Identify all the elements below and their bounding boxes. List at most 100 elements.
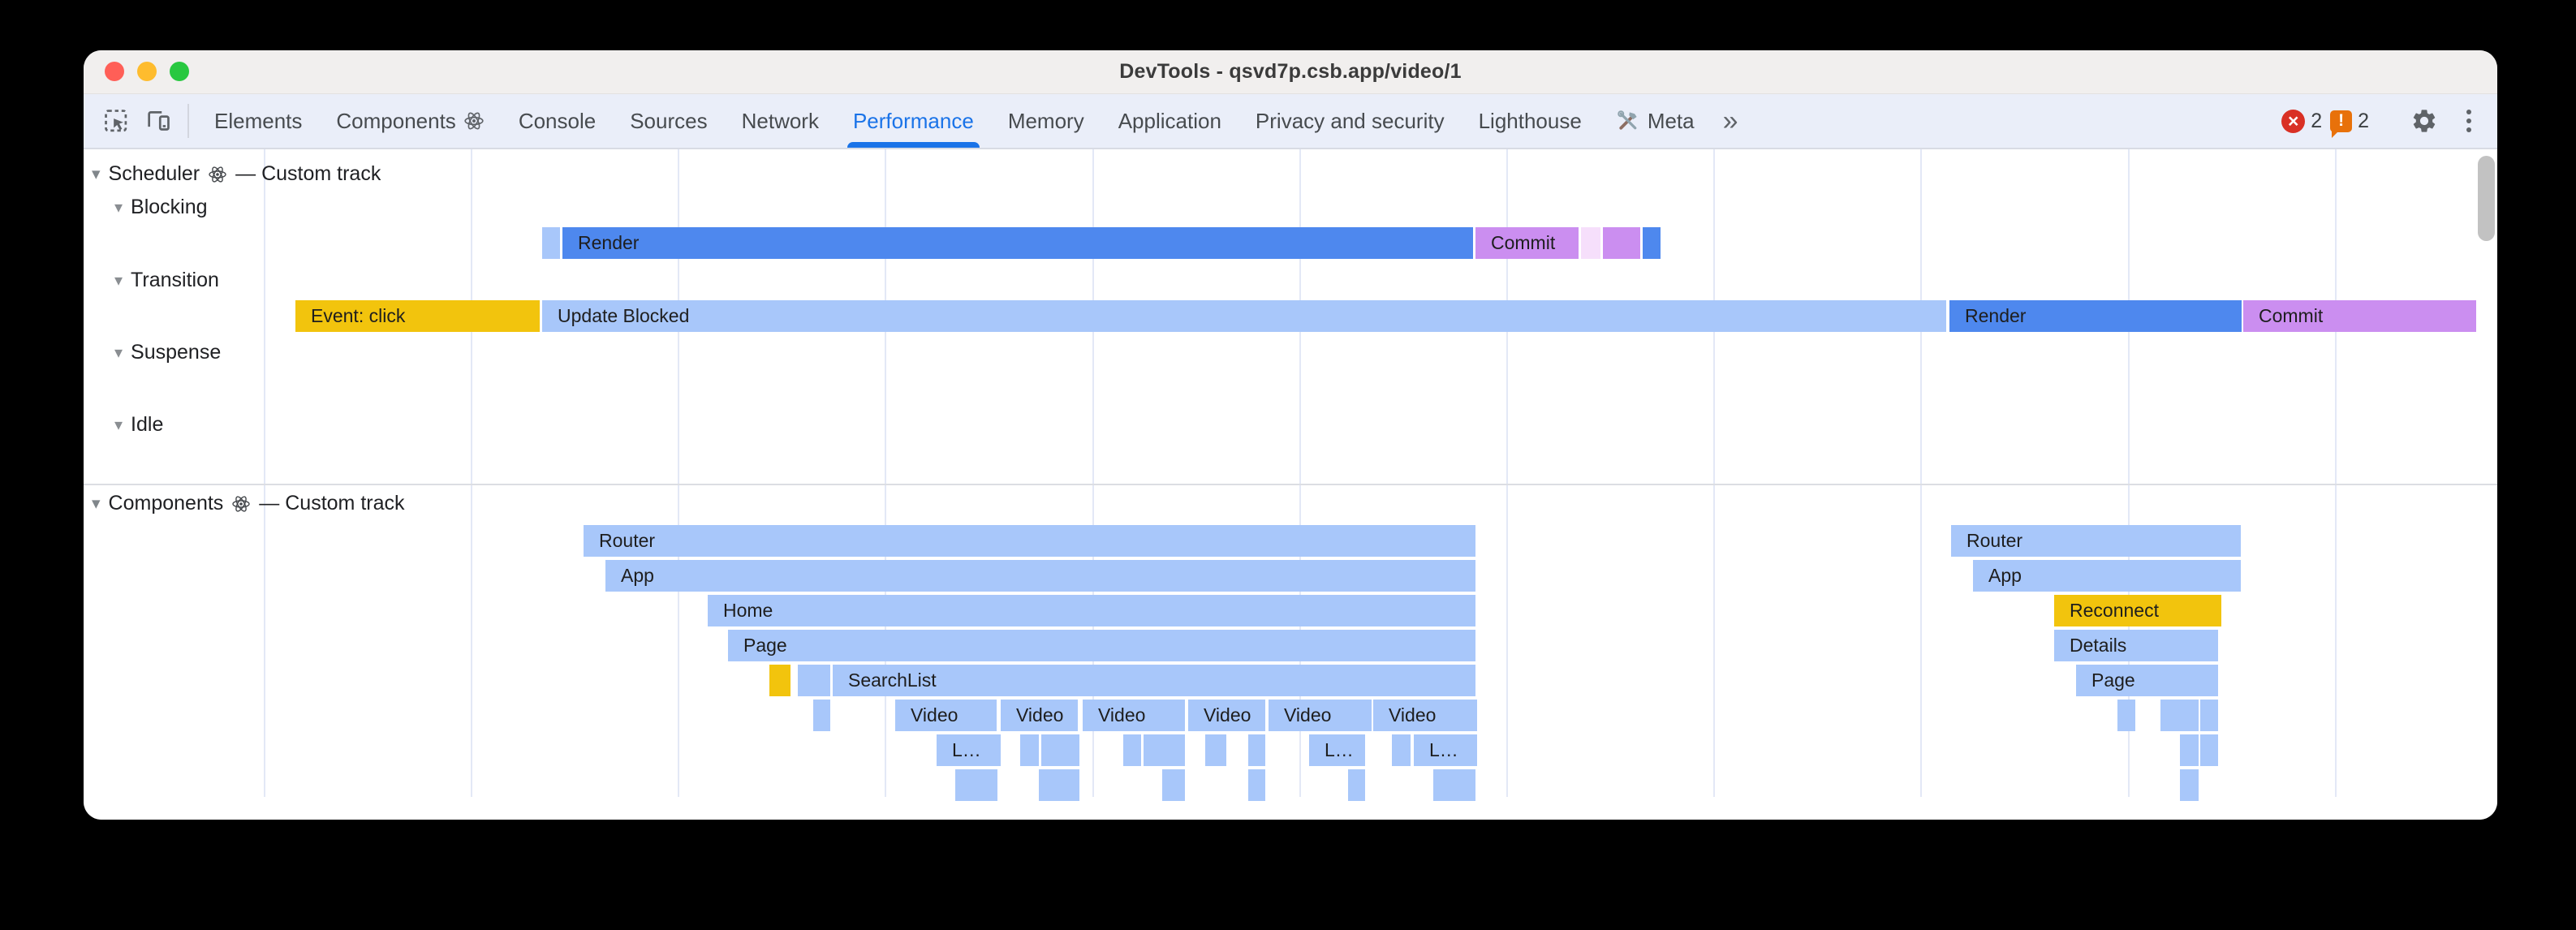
track-separator — [84, 484, 2497, 485]
tab-label: Sources — [630, 108, 708, 133]
flame-bar-l[interactable]: L… — [937, 734, 1001, 766]
flame-bar[interactable] — [1144, 734, 1185, 766]
track-suffix: — Custom track — [259, 492, 405, 515]
flame-bar[interactable] — [1248, 769, 1265, 801]
flame-bar[interactable] — [2160, 700, 2199, 731]
flame-bar-video[interactable]: Video — [1269, 700, 1372, 731]
error-badge[interactable]: × 2 — [2281, 109, 2322, 133]
flame-bar[interactable] — [1603, 227, 1640, 259]
tab-performance[interactable]: Performance — [836, 94, 991, 148]
flame-bar-commit[interactable]: Commit — [1475, 227, 1579, 259]
flame-bar[interactable] — [542, 227, 560, 259]
flame-bar-router[interactable]: Router — [584, 525, 1475, 557]
flame-bar-page[interactable]: Page — [728, 630, 1475, 661]
flame-bar[interactable] — [1123, 734, 1141, 766]
minimize-button[interactable] — [137, 62, 157, 81]
tab-console[interactable]: Console — [502, 94, 613, 148]
device-toolbar-button[interactable] — [137, 94, 179, 148]
flame-bar-commit[interactable]: Commit — [2243, 300, 2476, 332]
timeline-gridline — [1299, 149, 1301, 797]
flame-bar-video[interactable]: Video — [895, 700, 997, 731]
flame-bar-video[interactable]: Video — [1373, 700, 1477, 731]
lane-suspense[interactable]: ▾ Suspense — [114, 341, 221, 364]
tab-memory[interactable]: Memory — [991, 94, 1101, 148]
flame-bar-l[interactable]: L… — [1414, 734, 1477, 766]
react-atom-icon — [209, 166, 226, 183]
timeline-gridline — [1713, 149, 1715, 797]
tab-sources[interactable]: Sources — [613, 94, 724, 148]
lane-label: Transition — [131, 269, 219, 291]
flame-bar[interactable] — [1392, 734, 1411, 766]
tab-network[interactable]: Network — [725, 94, 836, 148]
tab-application[interactable]: Application — [1101, 94, 1238, 148]
flame-bar[interactable] — [1020, 734, 1039, 766]
close-button[interactable] — [105, 62, 124, 81]
flame-bar-video[interactable]: Video — [1188, 700, 1265, 731]
warning-badge[interactable]: ! 2 — [2330, 110, 2369, 138]
flame-bar[interactable] — [798, 665, 830, 696]
flame-bar[interactable] — [1433, 769, 1475, 801]
flame-bar[interactable] — [769, 665, 790, 696]
flame-bar[interactable] — [2200, 734, 2218, 766]
track-header-components[interactable]: ▾ Components — Custom track — [92, 492, 405, 515]
flame-bar[interactable] — [1348, 769, 1365, 801]
flame-bar[interactable] — [2180, 734, 2199, 766]
performance-flame-panel: ▾ Blocking ▾ Transition ▾ Suspense ▾ Idle Render… — [84, 149, 2497, 820]
flame-bar[interactable] — [1205, 734, 1226, 766]
flame-bar[interactable] — [813, 700, 830, 731]
flame-bar-page[interactable]: Page — [2076, 665, 2218, 696]
flame-bar[interactable] — [2117, 700, 2135, 731]
react-atom-icon — [232, 495, 250, 512]
flame-bar-event-click[interactable]: Event: click — [295, 300, 540, 332]
zoom-button[interactable] — [170, 62, 189, 81]
error-icon: × — [2281, 109, 2306, 133]
flame-bar-router[interactable]: Router — [1951, 525, 2241, 557]
flame-bar-render[interactable]: Render — [562, 227, 1473, 259]
flame-bar-video[interactable]: Video — [1083, 700, 1185, 731]
flame-bar-app[interactable]: App — [605, 560, 1475, 592]
collapse-triangle-icon: ▾ — [114, 416, 123, 434]
gear-icon — [2413, 110, 2436, 132]
devtools-toolbar: Elements Components Console Sources Network P… — [84, 94, 2497, 149]
tab-label: Console — [518, 108, 597, 133]
timeline-gridline — [1092, 149, 1094, 797]
menu-button[interactable] — [2453, 110, 2484, 132]
flame-bar-app[interactable]: App — [1973, 560, 2241, 592]
flame-bar-searchlist[interactable]: SearchList — [833, 665, 1475, 696]
flame-bar-l[interactable]: L… — [1309, 734, 1365, 766]
flame-bar[interactable] — [1162, 769, 1185, 801]
inspect-element-button[interactable] — [95, 94, 137, 148]
tab-lighthouse[interactable]: Lighthouse — [1462, 94, 1599, 148]
flame-bar[interactable] — [955, 769, 997, 801]
lane-label: Suspense — [131, 341, 222, 364]
flame-bar-home[interactable]: Home — [708, 595, 1475, 626]
tab-elements[interactable]: Elements — [197, 94, 319, 148]
title-bar: DevTools - qsvd7p.csb.app/video/1 — [84, 50, 2497, 94]
toolbar-right-cluster: × 2 ! 2 — [2281, 94, 2489, 148]
vertical-scrollbar[interactable] — [2478, 156, 2495, 241]
flame-bar-render[interactable]: Render — [1949, 300, 2242, 332]
track-suffix: — Custom track — [235, 162, 381, 185]
flame-bar[interactable] — [1581, 227, 1600, 259]
window-title: DevTools - qsvd7p.csb.app/video/1 — [1119, 60, 1462, 83]
flame-bar-reconnect[interactable]: Reconnect — [2054, 595, 2221, 626]
flame-bar[interactable] — [1248, 734, 1265, 766]
flame-bar[interactable] — [1039, 769, 1079, 801]
lane-idle[interactable]: ▾ Idle — [114, 413, 163, 437]
flame-bar[interactable] — [1643, 227, 1661, 259]
flame-bar-video[interactable]: Video — [1001, 700, 1078, 731]
tab-components[interactable]: Components — [319, 94, 501, 148]
flame-bar[interactable] — [2180, 769, 2199, 801]
tab-meta[interactable]: Meta — [1599, 94, 1712, 148]
track-header-scheduler[interactable]: ▾ Scheduler — Custom track — [92, 162, 381, 186]
lane-transition[interactable]: ▾ Transition — [114, 269, 219, 292]
settings-button[interactable] — [2403, 107, 2445, 135]
flame-bar[interactable] — [2200, 700, 2218, 731]
tab-privacy-and-security[interactable]: Privacy and security — [1238, 94, 1462, 148]
flame-bar-update-blocked[interactable]: Update Blocked — [542, 300, 1946, 332]
timeline-gridline — [471, 149, 472, 797]
flame-bar-details[interactable]: Details — [2054, 630, 2218, 661]
flame-bar[interactable] — [1041, 734, 1079, 766]
lane-blocking[interactable]: ▾ Blocking — [114, 196, 208, 219]
more-tabs-button[interactable]: » — [1722, 105, 1738, 136]
